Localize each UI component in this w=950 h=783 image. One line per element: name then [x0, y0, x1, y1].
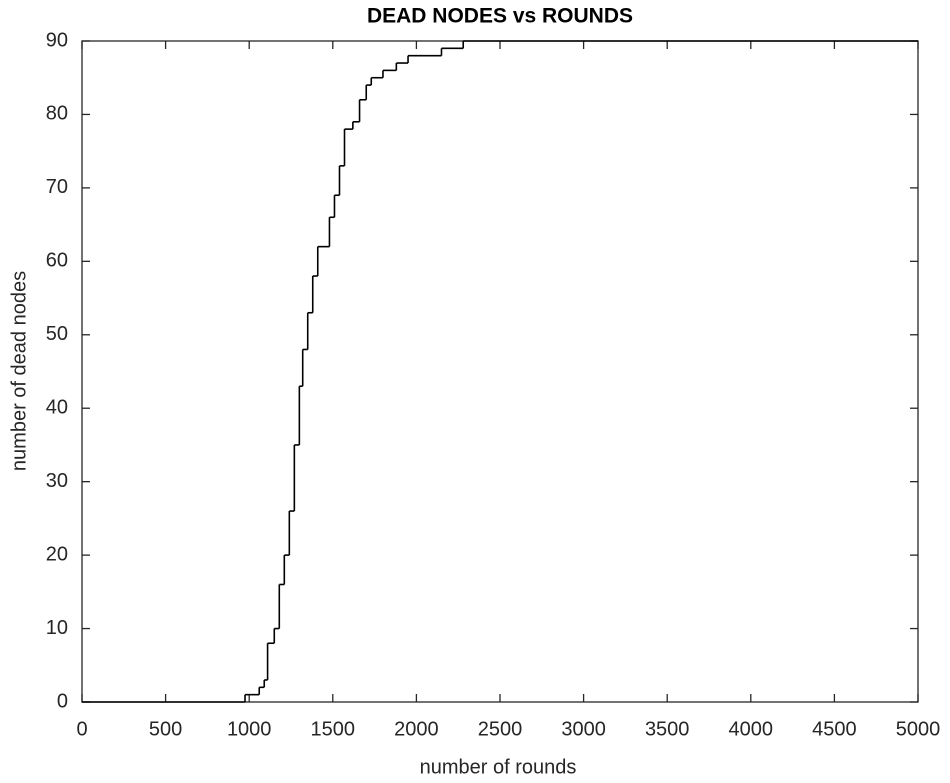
x-axis-label: number of rounds [420, 756, 577, 778]
y-tick-label: 90 [46, 29, 68, 51]
y-tick-label: 20 [46, 543, 68, 565]
y-tick-label: 80 [46, 103, 68, 125]
x-tick-label: 2500 [478, 718, 523, 740]
y-tick-label: 40 [46, 397, 68, 419]
x-tick-label: 1500 [311, 718, 356, 740]
x-tick-label: 0 [76, 718, 87, 740]
chart-title: DEAD NODES vs ROUNDS [367, 5, 633, 28]
x-tick-label: 5000 [896, 718, 941, 740]
y-tick-label: 30 [46, 470, 68, 492]
y-axis-label: number of dead nodes [8, 271, 30, 471]
x-tick-label: 4500 [812, 718, 857, 740]
y-tick-label: 50 [46, 323, 68, 345]
x-tick-label: 3500 [645, 718, 690, 740]
x-tick-label: 4000 [729, 718, 774, 740]
x-tick-label: 1000 [227, 718, 272, 740]
x-tick-label: 2000 [394, 718, 439, 740]
y-tick-label: 10 [46, 617, 68, 639]
x-tick-label: 3000 [561, 718, 606, 740]
x-tick-label: 500 [149, 718, 182, 740]
y-tick-label: 70 [46, 176, 68, 198]
y-tick-label: 60 [46, 250, 68, 272]
y-tick-label: 0 [57, 690, 68, 712]
